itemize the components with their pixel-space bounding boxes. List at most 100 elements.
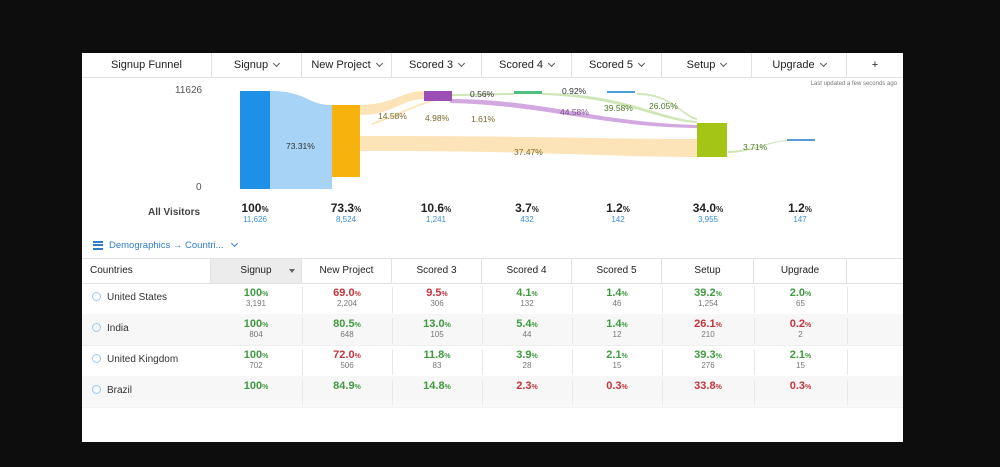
step-dropdown-scored-3[interactable]: Scored 3 <box>392 53 482 77</box>
stat-count[interactable]: 8,524 <box>335 215 357 224</box>
stat-scored-4: 3.7% 432 <box>487 201 567 224</box>
country-cell[interactable]: Brazil <box>92 385 132 396</box>
metric-pct-value: 13.0 <box>423 318 445 330</box>
list-icon <box>93 239 103 251</box>
node-scored-4[interactable] <box>514 91 542 94</box>
metric-cell: 9.5% 306 <box>392 287 483 313</box>
column-header-countries[interactable]: Countries <box>90 265 133 276</box>
radio-circle-icon[interactable] <box>92 354 101 363</box>
step-label: Upgrade <box>772 59 815 71</box>
step-dropdown-scored-5[interactable]: Scored 5 <box>572 53 662 77</box>
metric-count: 15 <box>796 361 805 370</box>
column-header-scored-5[interactable]: Scored 5 <box>572 259 662 283</box>
metric-pct: 4.1% <box>516 287 538 299</box>
stat-count[interactable]: 11,626 <box>243 215 267 224</box>
metric-count: 12 <box>612 330 622 339</box>
node-upgrade[interactable] <box>787 139 815 141</box>
step-dropdown-signup[interactable]: Signup <box>212 53 302 77</box>
country-cell[interactable]: United Kingdom <box>92 354 178 365</box>
node-scored-5[interactable] <box>607 91 635 93</box>
node-scored-3[interactable] <box>424 91 452 101</box>
metric-pct: 100% <box>243 349 269 361</box>
stat-pct: 3.7 <box>515 201 532 215</box>
metric-pct: 14.8% <box>423 380 451 392</box>
metric-pct-value: 26.1 <box>694 318 716 330</box>
metric-pct-value: 84.9 <box>333 380 355 392</box>
step-dropdown-setup[interactable]: Setup <box>662 53 752 77</box>
metric-cell: 2.0% 65 <box>754 287 848 313</box>
step-label: Signup <box>233 59 269 71</box>
stat-count[interactable]: 142 <box>611 215 625 224</box>
add-step-button[interactable]: + <box>871 59 879 71</box>
stat-new-project: 73.3% 8,524 <box>306 201 386 224</box>
node-new-project[interactable] <box>332 105 360 177</box>
country-name: Brazil <box>107 385 133 396</box>
metric-pct-value: 1.4 <box>606 318 622 330</box>
metric-cell: 1.4% 12 <box>572 318 663 344</box>
metric-pct-value: 0.3 <box>789 380 806 392</box>
summary-stats: 100% 11,626 73.3% 8,524 10.6% 1,241 3.7% 432… <box>82 201 903 227</box>
metric-count: 648 <box>340 330 354 339</box>
metric-cell: 13.0% 105 <box>392 318 483 344</box>
flow-label: 73.31% <box>286 141 315 151</box>
segment-selector[interactable]: Demographics → Countri... <box>93 239 238 253</box>
radio-circle-icon[interactable] <box>92 292 101 301</box>
table-row[interactable]: India 100% 804 80.5% 648 13.0% 105 5.4% 44 1.4% 12… <box>82 314 903 346</box>
table-row[interactable]: United States 100% 3,191 69.0% 2,204 9.5% 306 4… <box>82 283 903 315</box>
column-header-scored-3[interactable]: Scored 3 <box>392 259 482 283</box>
metric-pct-value: 2.1 <box>606 349 622 361</box>
column-header-new-project[interactable]: New Project <box>302 259 392 283</box>
stat-count[interactable]: 432 <box>520 215 534 224</box>
step-dropdown-scored-4[interactable]: Scored 4 <box>482 53 572 77</box>
country-name: United Kingdom <box>107 354 179 365</box>
flow-scored5-setup <box>637 93 697 120</box>
metric-pct-value: 5.4 <box>516 318 532 330</box>
column-header-scored-4[interactable]: Scored 4 <box>482 259 572 283</box>
metric-count: 83 <box>432 361 442 370</box>
column-header-signup[interactable]: Signup <box>210 259 302 283</box>
country-cell[interactable]: India <box>92 323 129 334</box>
flow-label: 37.47% <box>514 147 543 157</box>
metric-pct: 26.1% <box>694 318 722 330</box>
metric-count: 506 <box>340 361 354 370</box>
stat-count[interactable]: 147 <box>793 215 807 224</box>
metric-count: 2,204 <box>336 299 358 308</box>
funnel-header: Signup Funnel Signup New Project Scored … <box>82 53 903 78</box>
funnel-panel: Signup Funnel Signup New Project Scored … <box>82 53 903 442</box>
country-cell[interactable]: United States <box>92 292 167 303</box>
country-name: United States <box>107 292 168 303</box>
step-dropdown-new-project[interactable]: New Project <box>302 53 392 77</box>
radio-circle-icon[interactable] <box>92 385 101 394</box>
stat-count[interactable]: 3,955 <box>697 215 719 224</box>
fade-overlay <box>82 398 903 442</box>
metric-cell: 4.1% 132 <box>482 287 573 313</box>
metric-cell: 84.9% <box>302 380 393 406</box>
stat-pct: 34.0 <box>692 201 717 215</box>
column-header-setup[interactable]: Setup <box>662 259 754 283</box>
metric-pct-value: 2.0 <box>789 287 806 299</box>
metric-pct-value: 72.0 <box>333 349 355 361</box>
metric-cell: 33.8% <box>662 380 755 406</box>
metric-pct-value: 69.0 <box>333 287 355 299</box>
table-row[interactable]: United Kingdom 100% 702 72.0% 506 11.8% 83 3.9%… <box>82 345 903 377</box>
metric-pct: 9.5% <box>426 287 448 299</box>
all-visitors-label: All Visitors <box>148 207 201 218</box>
axis-min-label: 0 <box>196 182 202 193</box>
metric-pct-value: 0.2 <box>789 318 806 330</box>
metric-count: 306 <box>430 299 444 308</box>
metric-count: 15 <box>612 361 622 370</box>
step-label: Setup <box>686 59 716 71</box>
metric-count: 46 <box>612 299 622 308</box>
step-dropdown-upgrade[interactable]: Upgrade <box>752 53 847 77</box>
node-signup[interactable] <box>240 91 270 189</box>
stat-count[interactable]: 1,241 <box>425 215 447 224</box>
flow-scored4-setup <box>542 93 697 123</box>
flow-setup-upgrade <box>728 140 787 153</box>
node-setup[interactable] <box>697 123 727 157</box>
metric-pct-value: 9.5 <box>426 287 442 299</box>
column-header-upgrade[interactable]: Upgrade <box>754 259 847 283</box>
metric-cell: 5.4% 44 <box>482 318 573 344</box>
metric-pct-value: 2.3 <box>516 380 532 392</box>
radio-circle-icon[interactable] <box>92 323 101 332</box>
metric-pct: 5.4% <box>516 318 538 330</box>
